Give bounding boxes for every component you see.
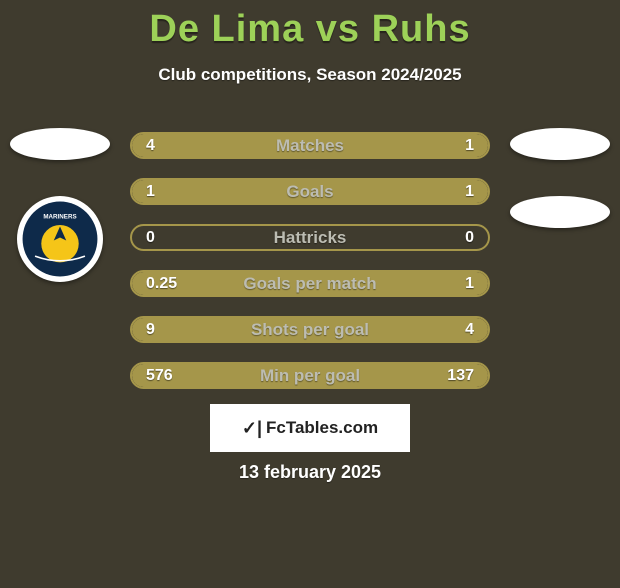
stat-row: 576137Min per goal [130, 362, 490, 389]
left-logo-column: MARINERS [10, 128, 110, 282]
stat-fill-right [203, 272, 488, 295]
stat-value-left: 0.25 [146, 275, 177, 293]
right-logo-column [510, 128, 610, 228]
chart-icon: ✓| [242, 419, 262, 437]
stat-value-left: 4 [146, 137, 155, 155]
stat-value-right: 1 [465, 275, 474, 293]
stat-value-left: 1 [146, 183, 155, 201]
stat-fill-left [132, 364, 420, 387]
stat-value-left: 576 [146, 367, 173, 385]
stats-container: 41Matches11Goals00Hattricks0.251Goals pe… [130, 132, 490, 389]
stat-row: 11Goals [130, 178, 490, 205]
stat-value-left: 9 [146, 321, 155, 339]
left-placeholder-ellipse-1 [10, 128, 110, 160]
stat-fill-left [132, 318, 378, 341]
right-placeholder-ellipse-2 [510, 196, 610, 228]
right-placeholder-ellipse-1 [510, 128, 610, 160]
footer-date: 13 february 2025 [0, 462, 620, 483]
page-title: De Lima vs Ruhs [0, 8, 620, 51]
attribution-badge: ✓| FcTables.com [210, 404, 410, 452]
stat-row: 0.251Goals per match [130, 270, 490, 297]
left-team-badge: MARINERS [17, 196, 103, 282]
stat-fill-right [417, 134, 488, 157]
stat-value-left: 0 [146, 229, 155, 247]
attribution-text: FcTables.com [266, 418, 378, 438]
stat-value-right: 0 [465, 229, 474, 247]
stat-value-right: 137 [447, 367, 474, 385]
stat-fill-right [310, 180, 488, 203]
stat-value-right: 1 [465, 183, 474, 201]
page-subtitle: Club competitions, Season 2024/2025 [0, 65, 620, 85]
stat-row: 0 0Hattricks [130, 224, 490, 251]
mariners-crest-icon: MARINERS [21, 200, 99, 278]
stat-label: Hattricks [132, 228, 488, 248]
svg-text:MARINERS: MARINERS [43, 214, 76, 221]
stat-row: 41Matches [130, 132, 490, 159]
stat-row: 94Shots per goal [130, 316, 490, 343]
stat-fill-left [132, 134, 417, 157]
stat-value-right: 1 [465, 137, 474, 155]
stat-fill-left [132, 180, 310, 203]
stat-value-right: 4 [465, 321, 474, 339]
